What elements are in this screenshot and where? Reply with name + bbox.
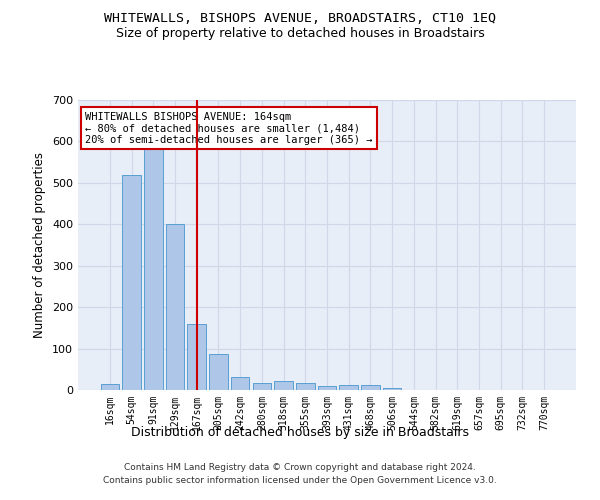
Bar xyxy=(209,354,227,390)
Text: WHITEWALLS, BISHOPS AVENUE, BROADSTAIRS, CT10 1EQ: WHITEWALLS, BISHOPS AVENUE, BROADSTAIRS,… xyxy=(104,12,496,26)
Bar xyxy=(122,174,141,390)
Bar xyxy=(187,324,206,390)
Bar xyxy=(383,388,401,390)
Bar xyxy=(340,384,358,390)
Bar xyxy=(296,382,314,390)
Y-axis label: Number of detached properties: Number of detached properties xyxy=(34,152,46,338)
Bar xyxy=(361,385,380,390)
Text: Size of property relative to detached houses in Broadstairs: Size of property relative to detached ho… xyxy=(116,28,484,40)
Bar xyxy=(318,386,336,390)
Bar xyxy=(101,384,119,390)
Bar xyxy=(144,148,163,390)
Bar xyxy=(231,376,250,390)
Text: Distribution of detached houses by size in Broadstairs: Distribution of detached houses by size … xyxy=(131,426,469,439)
Bar xyxy=(253,382,271,390)
Bar xyxy=(274,381,293,390)
Text: Contains HM Land Registry data © Crown copyright and database right 2024.: Contains HM Land Registry data © Crown c… xyxy=(124,464,476,472)
Bar xyxy=(166,224,184,390)
Text: Contains public sector information licensed under the Open Government Licence v3: Contains public sector information licen… xyxy=(103,476,497,485)
Text: WHITEWALLS BISHOPS AVENUE: 164sqm
← 80% of detached houses are smaller (1,484)
2: WHITEWALLS BISHOPS AVENUE: 164sqm ← 80% … xyxy=(85,112,373,145)
